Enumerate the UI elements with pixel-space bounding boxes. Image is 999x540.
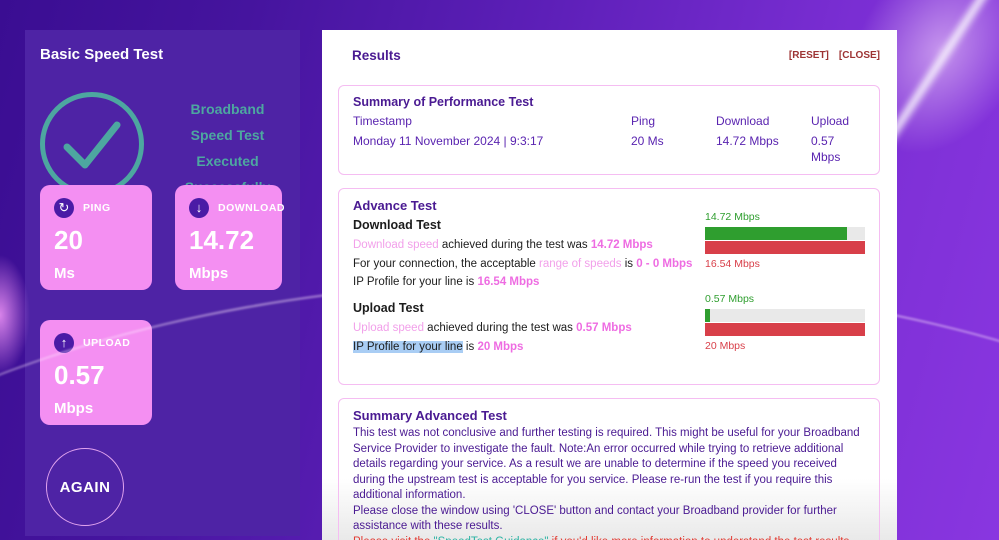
ping-metric-card: ↻ PING 20 Ms bbox=[40, 185, 152, 290]
download-speed-text: achieved during the test was bbox=[438, 239, 591, 251]
advance-test-title: Advance Test bbox=[353, 198, 437, 213]
reset-link[interactable]: [RESET] bbox=[788, 50, 829, 61]
ip-profile-text: IP Profile for your line is bbox=[353, 276, 478, 288]
download-achieved-track bbox=[705, 227, 865, 240]
upload-achieved-track bbox=[705, 309, 865, 322]
results-header: Results [RESET] [CLOSE] bbox=[338, 48, 880, 63]
download-label: DOWNLOAD bbox=[218, 202, 285, 214]
upload-unit: Mbps bbox=[54, 400, 94, 417]
col-timestamp: Timestamp bbox=[353, 114, 412, 128]
download-achieved-bar bbox=[705, 227, 848, 240]
advance-test-box: Advance Test Download Test Download spee… bbox=[338, 188, 880, 385]
download-value: 14.72 bbox=[189, 225, 255, 255]
timestamp-value: Monday 11 November 2024 | 9:3:17 bbox=[353, 134, 544, 148]
download-metric-card: ↓ DOWNLOAD 14.72 Mbps bbox=[175, 185, 285, 290]
upload-capacity-bar bbox=[705, 323, 865, 336]
download-ip-profile-line: IP Profile for your line is 16.54 Mbps bbox=[353, 276, 705, 288]
ping-label: PING bbox=[83, 202, 111, 214]
upload-speed-chart: 0.57 Mbps 20 Mbps bbox=[705, 293, 865, 352]
download-capacity-label: 16.54 Mbps bbox=[705, 258, 760, 270]
ip-profile-value: 16.54 Mbps bbox=[477, 276, 540, 288]
col-download: Download bbox=[716, 114, 770, 128]
summary-performance-title: Summary of Performance Test bbox=[353, 95, 534, 109]
upload-achieved-bar bbox=[705, 309, 710, 322]
summary-advanced-title: Summary Advanced Test bbox=[353, 408, 507, 423]
upload-capacity-label: 20 Mbps bbox=[705, 340, 746, 352]
results-panel: Results [RESET] [CLOSE] Summary of Perfo… bbox=[322, 30, 897, 540]
ping-value: 20 bbox=[54, 225, 83, 255]
summary-table-header: Timestamp Ping Download Upload bbox=[353, 113, 865, 129]
results-title: Results bbox=[352, 48, 401, 63]
col-ping: Ping bbox=[631, 114, 656, 128]
download-unit: Mbps bbox=[189, 265, 229, 282]
speed-charts: 14.72 Mbps 16.54 Mbps 0.57 Mbps 20 Mbps bbox=[705, 211, 865, 375]
summary-table-values: Monday 11 November 2024 | 9:3:17 20 Ms 1… bbox=[353, 133, 865, 165]
upload-ip-is: is bbox=[462, 340, 478, 353]
upload-test-heading: Upload Test bbox=[353, 301, 424, 315]
upload-arrow-icon: ↑ bbox=[54, 333, 74, 353]
summary-advanced-paragraph-2: Please close the window using 'CLOSE' bu… bbox=[353, 504, 837, 533]
upload-metric-card: ↑ UPLOAD 0.57 Mbps bbox=[40, 320, 152, 425]
upload-ip-profile-line: IP Profile for your line is 20 Mbps bbox=[353, 340, 705, 353]
download-capacity-bar bbox=[705, 241, 865, 254]
download-result: 14.72 Mbps bbox=[716, 134, 779, 148]
warning-text-end: if you'd like more information to unders… bbox=[548, 536, 853, 540]
summary-advanced-box: Summary Advanced Test This test was not … bbox=[338, 398, 880, 540]
range-term: range of speeds bbox=[539, 257, 622, 270]
upload-value: 0.57 bbox=[54, 360, 105, 390]
download-speed-term: Download speed bbox=[353, 239, 439, 251]
ping-result: 20 Ms bbox=[631, 134, 664, 148]
close-link[interactable]: [CLOSE] bbox=[838, 50, 880, 61]
ping-unit: Ms bbox=[54, 265, 75, 282]
upload-ip-profile-selected-text: IP Profile for your line bbox=[353, 340, 463, 353]
download-speed-chart: 14.72 Mbps 16.54 Mbps bbox=[705, 211, 865, 270]
upload-result: 0.57 Mbps bbox=[811, 134, 841, 164]
upload-ip-profile-value: 20 Mbps bbox=[477, 340, 524, 353]
upload-speed-value: 0.57 Mbps bbox=[576, 322, 632, 334]
checkmark-icon bbox=[63, 121, 121, 169]
upload-speed-term: Upload speed bbox=[353, 322, 424, 334]
download-achieved-label: 14.72 Mbps bbox=[705, 211, 760, 223]
success-check-icon bbox=[40, 92, 144, 196]
range-text: For your connection, the acceptable bbox=[353, 257, 540, 270]
range-value: 0 - 0 Mbps bbox=[636, 257, 693, 270]
summary-advanced-paragraph-1: This test was not conclusive and further… bbox=[353, 427, 860, 501]
range-is: is bbox=[621, 257, 637, 270]
summary-performance-box: Summary of Performance Test Timestamp Pi… bbox=[338, 85, 880, 175]
sidebar-title: Basic Speed Test bbox=[40, 46, 164, 63]
sidebar-panel: Basic Speed Test Broadband Speed Test Ex… bbox=[25, 30, 300, 536]
upload-speed-line: Upload speed achieved during the test wa… bbox=[353, 322, 705, 334]
status-line: Speed Test bbox=[190, 127, 265, 143]
upload-achieved-label: 0.57 Mbps bbox=[705, 293, 755, 305]
again-button[interactable]: AGAIN bbox=[46, 448, 124, 526]
status-line: Executed bbox=[196, 153, 259, 169]
download-speed-line: Download speed achieved during the test … bbox=[353, 239, 705, 251]
ping-icon: ↻ bbox=[54, 198, 74, 218]
upload-speed-text: achieved during the test was bbox=[423, 322, 577, 334]
download-arrow-icon: ↓ bbox=[189, 198, 209, 218]
warning-text-start: Please visit the bbox=[353, 536, 434, 540]
upload-label: UPLOAD bbox=[83, 337, 131, 349]
acceptable-range-line: For your connection, the acceptable rang… bbox=[353, 258, 705, 270]
col-upload: Upload bbox=[811, 114, 850, 128]
status-line: Broadband bbox=[190, 101, 265, 117]
download-test-heading: Download Test bbox=[353, 218, 441, 232]
download-speed-value: 14.72 Mbps bbox=[590, 239, 653, 251]
